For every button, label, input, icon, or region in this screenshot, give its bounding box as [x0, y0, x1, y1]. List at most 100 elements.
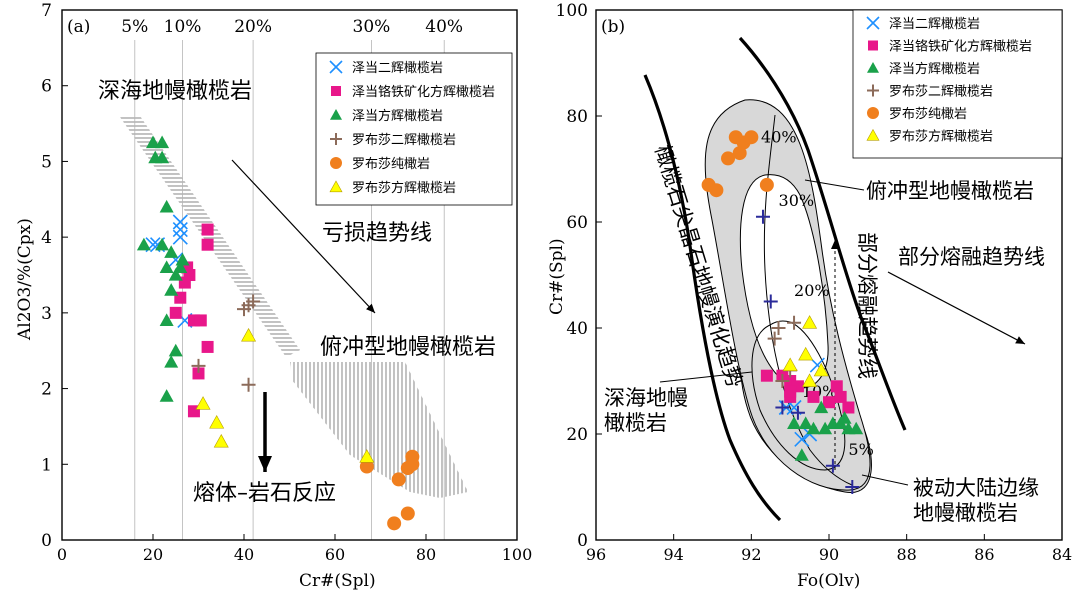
- x-tick-label: 86: [974, 545, 994, 564]
- circle-marker: [359, 459, 374, 474]
- panel-a-melt-labels: 5% 10% 20% 30% 40%: [121, 17, 463, 37]
- olivine-spinel-array-right: [738, 36, 907, 431]
- abyssal-peridotite-field: [120, 116, 300, 357]
- yellow-triangle-marker: [782, 357, 798, 371]
- suprasubduction-peridotite-field: [290, 362, 468, 498]
- circle-marker: [400, 506, 415, 521]
- square-marker: [760, 369, 773, 382]
- suprasubduction-label: 俯冲型地幔橄榄岩: [320, 335, 496, 360]
- panel-a-ylabel: Al2O3/%(Cpx): [15, 218, 35, 341]
- triangle-marker: [818, 421, 833, 435]
- circle-marker-legend: [867, 107, 879, 119]
- square-marker: [784, 385, 797, 398]
- x-tick-label: 84: [1052, 545, 1072, 564]
- melting-degree-label: 20%: [794, 281, 830, 300]
- triangle-marker: [168, 268, 183, 281]
- square-marker: [201, 340, 214, 353]
- triangle-marker: [798, 416, 813, 429]
- x-tick-label: 100: [502, 545, 533, 564]
- melting-degree-label: 5%: [121, 17, 148, 37]
- triangle-marker: [146, 135, 160, 149]
- triangle-marker: [159, 199, 174, 213]
- abyssal-peridotite-label: 深海地幔橄榄岩: [98, 79, 252, 104]
- plus-marker: [241, 377, 256, 392]
- legend-label: 罗布莎纯橄岩: [352, 157, 430, 172]
- square-marker: [830, 380, 843, 393]
- melting-degree-label: 30%: [779, 191, 815, 210]
- yellow-triangle-marker: [195, 396, 211, 410]
- plus-marker-legend: [330, 133, 342, 145]
- cross-marker: [172, 214, 188, 230]
- triangle-marker: [164, 245, 179, 258]
- square-marker: [807, 390, 820, 403]
- suprasubduction-label-b: 俯冲型地幔橄榄岩: [866, 179, 1034, 203]
- triangle-marker: [159, 313, 174, 327]
- y-tick-label: 0: [577, 531, 588, 551]
- yellow-triangle-marker: [209, 415, 225, 429]
- triangle-marker: [814, 400, 829, 414]
- yellow-triangle-marker: [813, 362, 829, 377]
- square-marker: [201, 238, 214, 251]
- triangle-marker: [164, 355, 179, 368]
- plus-marker: [787, 315, 802, 330]
- panel-a-data-points: [136, 135, 420, 531]
- blue-plus-marker: [845, 480, 860, 494]
- panel-b-ylabel: Cr#(Spl): [547, 238, 567, 315]
- melting-degree-label: 40%: [425, 17, 463, 37]
- plus-marker-legend: [867, 84, 879, 97]
- cross-marker: [172, 222, 188, 238]
- y-tick-label: 6: [41, 77, 52, 97]
- y-tick-label: 2: [41, 380, 52, 400]
- plus-marker: [771, 321, 786, 335]
- cross-marker-legend: [329, 60, 343, 74]
- legend-label: 罗布莎方辉橄榄岩: [889, 129, 993, 145]
- depletion-trend-arrow: [231, 159, 376, 314]
- cross-marker-legend: [866, 16, 880, 30]
- panel-a-label: (a): [67, 17, 90, 37]
- y-tick-label: 4: [41, 228, 52, 248]
- passive-margin-label-line2: 地幔橄榄岩: [913, 501, 1018, 525]
- passive-margin-leader: [861, 474, 909, 486]
- square-marker: [834, 390, 847, 403]
- square-marker: [823, 396, 835, 409]
- melting-degree-label: 10%: [164, 17, 202, 37]
- plus-marker: [191, 358, 206, 373]
- suprasubduction-leader: [804, 179, 865, 191]
- square-marker: [194, 314, 207, 327]
- panel-a-xlabel: Cr#(Spl): [299, 571, 376, 591]
- x-tick-label: 20: [143, 545, 163, 564]
- yellow-triangle-marker-legend: [329, 180, 343, 193]
- yellow-triangle-marker: [241, 327, 257, 342]
- legend-label: 罗布莎纯橄岩: [889, 107, 967, 122]
- circle-marker: [732, 146, 747, 161]
- circle-marker: [391, 472, 406, 487]
- x-tick-label: 90: [819, 545, 839, 564]
- legend-label: 泽当铬铁矿化方辉橄榄岩: [352, 84, 495, 100]
- y-tick-label: 40: [566, 319, 588, 339]
- panel-b-xlabel: Fo(Olv): [797, 571, 860, 591]
- x-tick-label: 80: [416, 545, 436, 564]
- square-marker: [842, 401, 855, 414]
- x-tick-label: 92: [741, 545, 761, 564]
- triangle-marker: [787, 416, 802, 429]
- cross-marker: [794, 431, 810, 447]
- cross-marker: [172, 229, 188, 245]
- square-marker-legend: [868, 40, 878, 51]
- partial-melting-arrow: [887, 271, 1026, 345]
- legend-label: 罗布莎二辉橄榄岩: [889, 84, 993, 100]
- legend-label: 泽当铬铁矿化方辉橄榄岩: [889, 39, 1032, 55]
- x-tick-label: 0: [57, 545, 67, 564]
- panel-a-ticks: 0 20 40 60 80 100 0 1 2 3 4 5 6 7: [41, 1, 532, 564]
- melting-degree-label: 5%: [848, 440, 873, 459]
- y-tick-label: 20: [566, 425, 588, 445]
- y-tick-label: 80: [566, 107, 588, 127]
- panel-a-legend: [315, 52, 513, 206]
- plus-marker: [775, 374, 790, 388]
- abyssal-label-line1: 深海地幔: [604, 386, 688, 410]
- y-tick-label: 3: [41, 304, 52, 324]
- triangle-marker: [164, 283, 179, 296]
- plus-marker: [767, 331, 782, 346]
- triangle-marker: [168, 343, 183, 357]
- triangle-marker: [173, 260, 188, 274]
